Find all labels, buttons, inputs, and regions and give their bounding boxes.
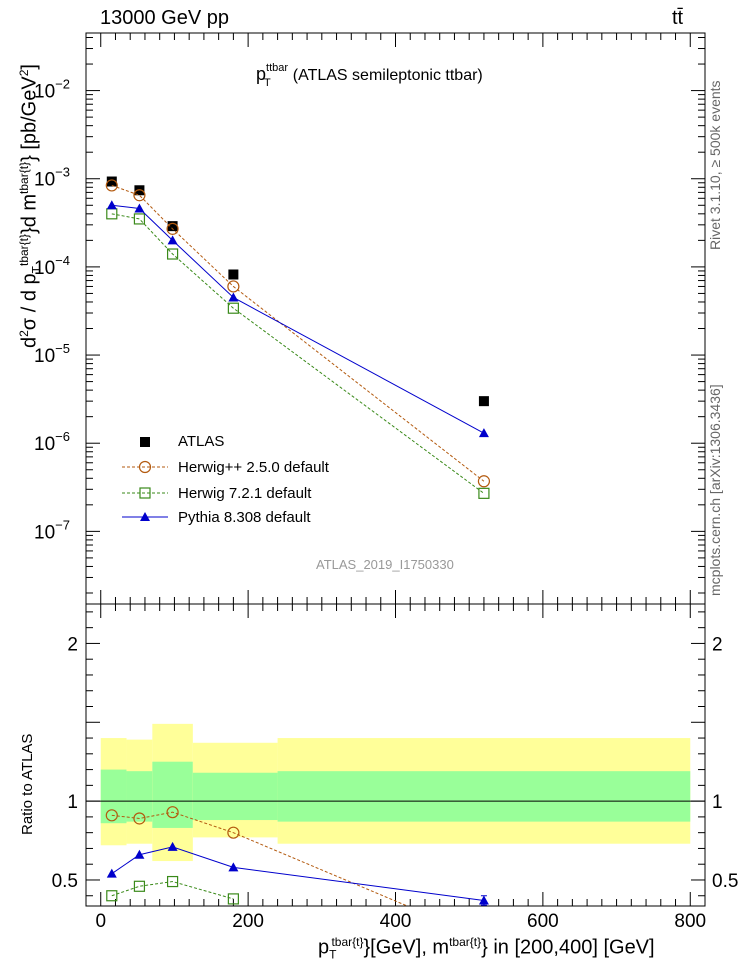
ratio-y-tick-label-right: 1 (712, 792, 723, 813)
x-tick-label: 0 (95, 911, 106, 932)
main-series-line (111, 184, 485, 482)
rivet-version-label: Rivet 3.1.10, ≥ 500k events (707, 80, 723, 250)
main-data-point (478, 428, 489, 438)
main-y-tick-label: 10−2 (34, 77, 70, 103)
main-data-point (227, 280, 240, 293)
main-data-point (228, 292, 239, 302)
ratio-data-point (227, 826, 240, 839)
ratio-data-point (166, 806, 179, 819)
main-y-tick-exponent: −3 (55, 165, 70, 180)
main-data-point (106, 176, 117, 187)
x-tick-label: 200 (232, 911, 264, 932)
ratio-y-tick-label-left: 2 (67, 634, 78, 655)
ratio-data-point (106, 890, 118, 902)
main-y-tick-exponent: −2 (55, 77, 70, 92)
main-data-point (167, 221, 178, 232)
main-data-point (105, 179, 118, 192)
ratio-band-green (126, 771, 153, 822)
legend-symbols (122, 437, 168, 521)
x-tick-label: 400 (380, 911, 412, 932)
process-label: tt̄ (672, 7, 684, 29)
ratio-data-point (227, 893, 239, 905)
legend-marker (138, 460, 152, 474)
ratio-series-line (111, 811, 409, 906)
ratio-data-point (167, 841, 178, 851)
ratio-data-point (478, 895, 489, 905)
ratio-y-tick-label-left: 1 (67, 792, 78, 813)
main-y-tick-label: 10−7 (34, 517, 70, 543)
ratio-y-tick-label-right: 0.5 (712, 871, 738, 892)
main-data-point (166, 248, 179, 260)
main-data-point (133, 189, 146, 202)
main-data-point (133, 213, 146, 225)
x-tick-label: 600 (527, 911, 559, 932)
legend-marker (139, 487, 151, 499)
main-data-point (227, 302, 239, 314)
main-data-point (134, 203, 145, 213)
legend-label-atlas: ATLAS (178, 433, 225, 450)
x-axis-label: pTtbar{t}}[GeV], mtbar{t}} in [200,400] … (318, 935, 655, 962)
main-y-tick-label: 10−6 (34, 429, 70, 455)
main-data-point (477, 475, 491, 488)
legend-marker (140, 437, 150, 447)
main-series-group (105, 176, 491, 499)
main-y-tick-exponent: −6 (55, 429, 70, 444)
ratio-data-point (166, 875, 179, 888)
mcplots-label: mcplots.cern.ch [arXiv:1306.3436] (707, 384, 723, 596)
ratio-y-axis-label: Ratio to ATLAS (19, 733, 36, 835)
legend-marker (140, 512, 150, 521)
ratio-y-ticks: 0.5 0.5 1 1 2 2 (52, 611, 738, 897)
legend-label-herwigpp: Herwig++ 2.5.0 default (178, 459, 329, 476)
x-tick-label: 800 (674, 911, 706, 932)
ratio-data-point (133, 880, 146, 892)
main-data-point (478, 396, 489, 407)
plot-title: pttbarT (ATLAS semileptonic ttbar) (256, 62, 483, 89)
main-series-line (111, 213, 485, 494)
ratio-y-tick-label-right: 2 (712, 634, 723, 655)
ratio-series-line (111, 881, 234, 900)
x-ticks: 0 200 400 600 800 (95, 33, 706, 932)
ratio-bands (100, 723, 691, 862)
ratio-data-point (228, 862, 239, 872)
main-series-line (111, 204, 485, 434)
ratio-series-group (105, 806, 489, 906)
main-data-point (166, 222, 179, 235)
main-data-point (167, 235, 178, 245)
ratio-data-point (133, 812, 146, 825)
ratio-y-tick-label-left: 0.5 (52, 871, 78, 892)
main-y-axis-label: d2σ / d pTtbar{t}}d mtbar{t}} [pb/GeV2] (17, 64, 44, 348)
ratio-data-point (134, 849, 145, 859)
main-data-point (478, 487, 490, 499)
ratio-data-point (105, 809, 118, 822)
legend-label-herwig7: Herwig 7.2.1 default (178, 485, 312, 502)
analysis-id-label: ATLAS_2019_I1750330 (316, 557, 454, 572)
main-y-tick-label: 10−5 (34, 341, 70, 367)
main-data-point (106, 200, 117, 210)
ratio-data-point (106, 868, 117, 878)
ratio-band-green (277, 771, 691, 822)
ratio-band-green (192, 772, 278, 821)
main-y-ticks: 10−210−310−410−510−610−7 (34, 37, 705, 594)
legend-label-pythia: Pythia 8.308 default (178, 509, 311, 526)
main-data-point (228, 269, 239, 280)
main-y-tick-exponent: −5 (55, 341, 70, 356)
main-y-tick-exponent: −4 (55, 253, 70, 268)
energy-label: 13000 GeV pp (100, 7, 229, 29)
main-y-tick-exponent: −7 (55, 517, 70, 532)
ratio-band-green (100, 769, 127, 824)
